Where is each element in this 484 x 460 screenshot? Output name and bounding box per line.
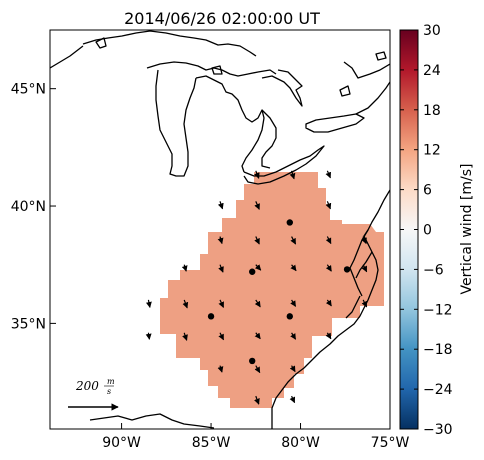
wind-vector-arrow [145,299,152,309]
wind-vector-arrow [289,395,296,404]
colorbar-tick-label: 30 [423,23,441,39]
station-marker [286,313,293,320]
northern-lake-2 [339,85,351,97]
map-frame [49,29,391,430]
colorbar-tick-label: 12 [423,143,441,159]
station-marker [249,268,256,275]
scale-arrow-label: 200 [75,379,99,393]
latitude-ticks: 45°N 40°N 35°N [11,82,56,332]
wind-vector-arrow [218,264,224,273]
wind-vector-arrow [361,236,367,245]
vertical-wind-field [160,172,384,408]
gulf-coastline [89,413,215,429]
wind-vector-arrow [254,201,260,210]
lake-nipigon-shore [95,37,107,49]
upper-peninsula [146,61,277,77]
colorbar-tick-label: 0 [423,223,432,239]
latitude-tick-label: 45°N [11,82,46,98]
wind-vector-arrow [182,299,189,309]
lake-michigan-shore [155,69,197,177]
wind-vector-arrow [145,332,152,340]
wind-vector-arrow [254,299,261,308]
wind-vector-arrow [218,299,225,308]
station-marker [286,219,293,226]
wind-vector-arrow [217,365,224,373]
longitude-tick-label: 80°W [281,435,320,451]
station-marker [343,266,351,273]
st-lawrence-north [343,61,390,79]
vertical-wind-field-area [160,172,384,408]
lower-michigan-shore [195,75,265,173]
wind-vector-arrow [253,170,260,179]
longitude-tick-label: 90°W [102,435,141,451]
wind-vector-arrow [217,236,224,245]
colorbar-tick-label: −12 [423,302,453,318]
colorbar-tick-label: −30 [423,422,453,438]
st-lawrence-river [355,81,390,115]
colorbar-tick-label: 24 [423,63,441,79]
wind-vector-arrow [254,264,262,271]
scale-arrow: 200 m s [68,377,119,411]
superior-north-shore [50,45,84,69]
wind-vector-arrow [254,236,260,245]
latitude-tick-label: 35°N [11,316,46,332]
wind-vector-arrow [290,299,297,307]
scale-arrow-unit-den: s [107,387,111,396]
wind-vector-arrow [217,201,224,210]
wind-vector-arrow [218,332,225,341]
colorbar-ticks: 30 24 18 12 6 0 −6 −12 −18 −24 −30 [400,23,453,438]
longitude-tick-label: 85°W [192,435,231,451]
wind-vector-arrow [325,236,332,245]
wind-vector-arrow [290,332,297,340]
wind-vector-arrow [289,170,296,180]
wind-vector-arrow [361,264,368,273]
wind-vector-arrow [325,201,332,210]
map-panel: 200 m s [50,30,390,429]
colorbar-tick-label: −24 [423,382,453,398]
map-title: 2014/06/26 02:00:00 UT [124,9,320,28]
longitude-tick-label: 75°W [371,435,410,451]
wind-vector-arrow [182,332,188,341]
longitude-ticks: 90°W 85°W 80°W 75°W [102,423,409,451]
pamlico-sound [345,295,361,319]
wind-vector-arrow [325,299,332,307]
colorbar-tick-label: 18 [423,103,441,119]
colorbar-tick-label: −18 [423,342,453,358]
lake-erie-shore [243,145,325,185]
lake-ontario-shore [305,113,365,133]
colorbar-tick-label: −6 [423,262,444,278]
huron-south-shore [261,109,277,169]
station-marker [207,313,215,320]
colorbar-tick-label: 6 [423,183,432,199]
wind-vector-arrow [181,264,188,272]
lake-huron-shore [261,69,303,107]
wind-vector-arrow [361,299,368,308]
wind-vector-arrow [254,365,261,374]
wind-vector-arrow [254,332,261,340]
wind-vector-arrow [289,365,296,373]
wind-vectors [145,170,368,405]
latitude-tick-label: 40°N [11,199,46,215]
wind-vector-arrow [254,395,260,405]
scale-arrow-unit-num: m [107,377,115,386]
station-marker [249,357,256,365]
lake-superior-shore [82,30,257,57]
colorbar-label: Vertical wind [m/s] [459,164,475,295]
station-markers [207,219,351,365]
northern-lake-1 [211,65,223,75]
wind-vector-arrow [290,236,297,245]
wind-vector-arrow [290,264,297,272]
wind-vector-arrow [325,170,331,179]
northern-lake-3 [375,51,387,61]
wind-vector-arrow [325,332,332,340]
wind-vector-arrow [325,264,332,272]
colorbar: 30 24 18 12 6 0 −6 −12 −18 −24 −30 Vertical wind [… [399,23,475,438]
